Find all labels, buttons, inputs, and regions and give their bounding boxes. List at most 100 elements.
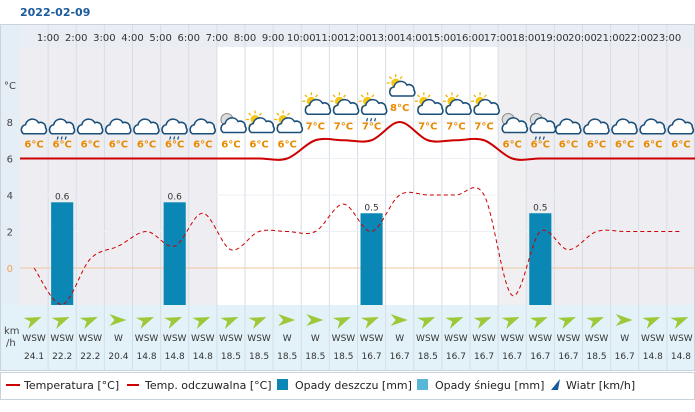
- legend-temperature-label: Temperatura [°C]: [23, 379, 119, 392]
- sun-ray: [286, 112, 291, 116]
- date-title: 2022-02-09: [20, 6, 90, 19]
- wind-speed-label: 16.7: [390, 352, 410, 362]
- y-tick-label: 0: [7, 264, 13, 275]
- hour-label: 2:00: [65, 33, 87, 44]
- wind-arrow-icon: [615, 314, 633, 326]
- sun-ray: [371, 94, 375, 98]
- wind-direction-label: WSW: [360, 334, 384, 344]
- rain-drop: [173, 136, 176, 140]
- sun-ray: [343, 94, 347, 98]
- cloud-icon: [667, 118, 695, 135]
- wind-arrow-shape: [473, 316, 492, 329]
- y-tick-label: 8: [7, 118, 13, 129]
- temperature-value-label: 6°C: [559, 140, 578, 151]
- hour-label: 7:00: [206, 33, 228, 44]
- wind-direction-label: WSW: [135, 334, 159, 344]
- sun-ray: [258, 112, 262, 116]
- wind-direction-label: W: [395, 334, 404, 344]
- sun-ray: [473, 94, 477, 98]
- wind-direction-label: WSW: [444, 334, 468, 344]
- legend-rain-swatch: [277, 379, 288, 390]
- hour-column-bg: [20, 47, 49, 305]
- wind-speed-label: 14.8: [643, 352, 663, 362]
- sun-ray: [276, 112, 280, 116]
- sun-ray: [399, 76, 403, 80]
- wind-direction-label: WSW: [557, 334, 581, 344]
- rain-value-label: 0.6: [168, 192, 183, 202]
- wind-direction-label: WSW: [529, 334, 553, 344]
- rain-drop: [365, 118, 369, 122]
- sunset-column-bg: [498, 47, 527, 305]
- wind-arrow-icon: [390, 314, 408, 326]
- hour-column-bg: [582, 47, 611, 305]
- wind-direction-label: WSW: [163, 334, 187, 344]
- sun-cloud-icon: [471, 92, 500, 116]
- hour-column-bg: [132, 47, 161, 305]
- wind-speed-label: 14.8: [137, 352, 157, 362]
- legend: Temperatura [°C] Temp. odczuwalna [°C] O…: [6, 379, 635, 392]
- sun-ray: [388, 76, 392, 80]
- wind-arrow-icon: [529, 316, 548, 329]
- hour-label: 21:00: [596, 33, 625, 44]
- wind-direction-label: WSW: [191, 334, 215, 344]
- wind-speed-label: 14.8: [165, 352, 185, 362]
- wind-unit-label-h: /h: [6, 338, 16, 349]
- temperature-value-label: 7°C: [362, 121, 381, 132]
- rain-drop: [542, 136, 545, 140]
- feels-like-line: [33, 187, 681, 305]
- wind-arrow-icon: [473, 316, 492, 329]
- hour-label: 12:00: [343, 33, 372, 44]
- rain-drop: [64, 136, 67, 140]
- wind-arrow-icon: [164, 316, 183, 329]
- sun-ray: [416, 94, 421, 98]
- y-tick-label: 4: [7, 191, 13, 202]
- hour-label: 20:00: [568, 33, 597, 44]
- cloud-shape: [133, 118, 160, 135]
- temperature-value-label: 6°C: [671, 140, 690, 151]
- wind-arrow-icon: [445, 316, 464, 329]
- cloud-shape: [667, 118, 695, 135]
- rain-drop: [373, 118, 377, 122]
- rain-bar: [529, 213, 552, 305]
- hour-column-bg: [245, 47, 274, 305]
- wind-direction-label: WSW: [416, 334, 440, 344]
- wind-arrow-icon: [278, 314, 296, 326]
- wind-arrow-shape: [529, 316, 548, 329]
- night-cloud-icon: [501, 113, 529, 134]
- temperature-value-label: 6°C: [503, 140, 522, 151]
- wind-arrow-shape: [332, 316, 351, 329]
- cloud-icon: [583, 118, 610, 135]
- wind-arrow-icon: [332, 316, 351, 329]
- rain-value-label: 0.5: [533, 203, 547, 213]
- y-axis-band: [0, 24, 20, 370]
- cloud-shape: [501, 117, 529, 134]
- hour-column-bg: [188, 47, 217, 305]
- wind-speed-label: 24.1: [24, 352, 44, 362]
- wind-unit-label-km: km: [4, 326, 20, 337]
- wind-arrow-icon: [79, 316, 98, 329]
- sun-cloud-icon: [302, 92, 332, 116]
- hour-label: 23:00: [652, 33, 681, 44]
- wind-arrow-shape: [23, 316, 42, 329]
- wind-direction-label: WSW: [219, 334, 243, 344]
- wind-speed-label: 16.7: [558, 352, 578, 362]
- wind-speed-label: 18.5: [277, 352, 297, 362]
- hour-column-bg: [666, 47, 695, 305]
- temperature-value-label: 7°C: [306, 121, 325, 132]
- rain-drop: [369, 118, 373, 122]
- cloud-shape: [388, 80, 416, 97]
- wind-arrow-icon: [642, 316, 661, 329]
- temperature-value-label: 6°C: [81, 140, 100, 151]
- wind-arrow-shape: [670, 316, 689, 329]
- hour-column-bg: [76, 47, 105, 305]
- wind-speed-label: 14.8: [671, 352, 691, 362]
- sun-cloud-rain-icon: [358, 92, 388, 122]
- wind-direction-label: WSW: [472, 334, 496, 344]
- hour-label: 18:00: [512, 33, 541, 44]
- hour-label: 16:00: [456, 33, 485, 44]
- wind-arrow-icon: [417, 316, 436, 329]
- night-cloud-icon: [220, 113, 247, 134]
- wind-arrow-shape: [557, 316, 576, 329]
- wind-arrow-shape: [390, 314, 408, 326]
- wind-direction-label: W: [311, 334, 320, 344]
